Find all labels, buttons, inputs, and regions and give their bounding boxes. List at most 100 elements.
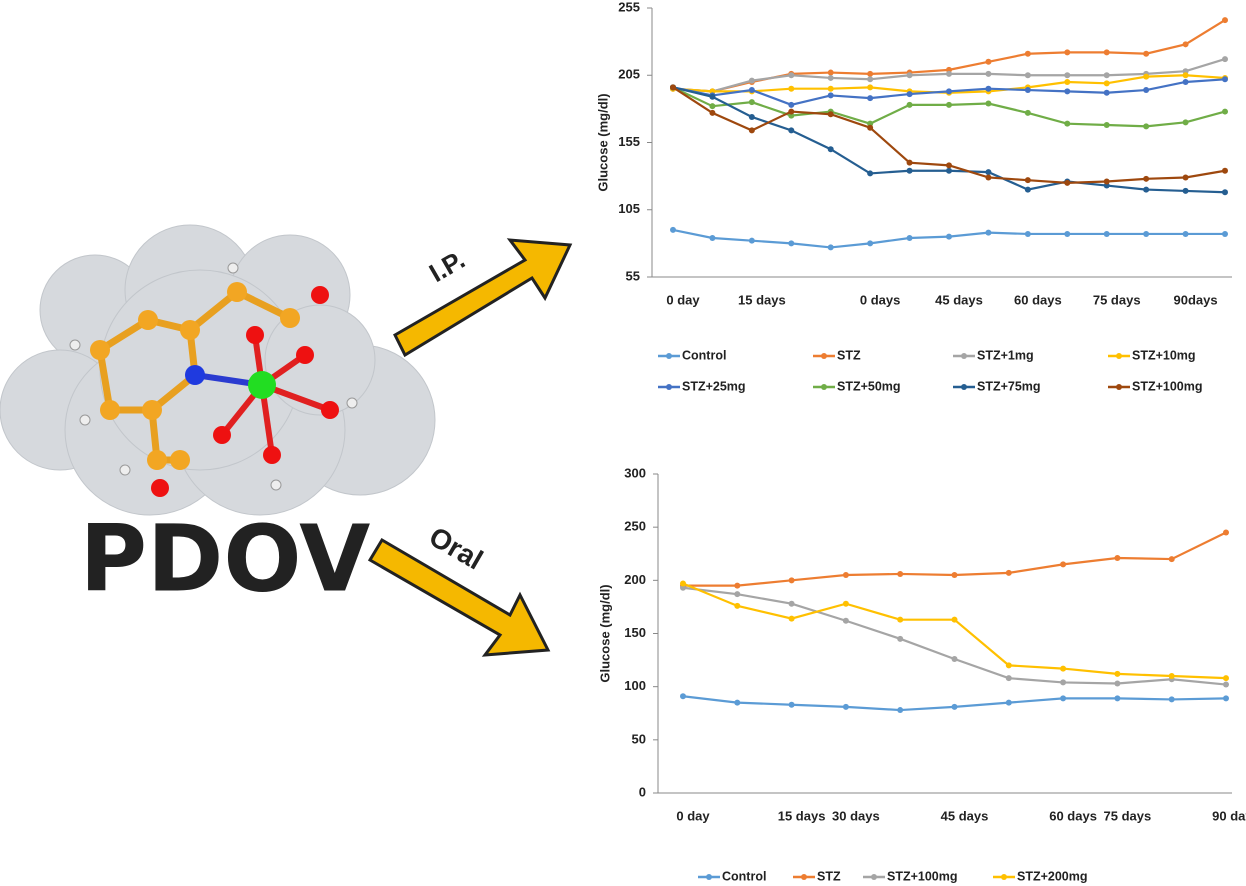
y-tick-label: 155 [618, 134, 640, 149]
data-point [1114, 670, 1121, 677]
data-point [788, 101, 795, 108]
legend-label: STZ [817, 869, 841, 883]
data-point [1143, 87, 1150, 94]
data-point [1103, 178, 1110, 185]
legend-label: STZ+75mg [977, 379, 1041, 393]
x-tick-label: 15 days [738, 292, 786, 307]
data-point [748, 127, 755, 134]
data-point [946, 88, 952, 95]
data-point [827, 85, 834, 92]
legend-label: STZ+200mg [1017, 869, 1088, 883]
legend-marker [706, 874, 712, 880]
data-point [946, 167, 952, 174]
legend-label: STZ+1mg [977, 348, 1034, 362]
data-point [788, 701, 795, 708]
data-point [748, 87, 755, 94]
data-point [1182, 187, 1189, 194]
data-point [1064, 78, 1071, 85]
legend-marker [821, 384, 827, 390]
data-point [1182, 41, 1189, 48]
data-point [1182, 72, 1189, 79]
data-point [1114, 680, 1121, 687]
data-point [1143, 230, 1150, 237]
data-point [680, 580, 686, 587]
data-point [1024, 177, 1031, 184]
legend-label: STZ+100mg [887, 869, 958, 883]
legend-label: STZ+25mg [682, 379, 746, 393]
data-point [1114, 555, 1121, 562]
data-point [946, 162, 952, 169]
legend-label: STZ+100mg [1132, 379, 1203, 393]
data-point [1168, 696, 1175, 703]
data-point [1064, 88, 1071, 95]
data-point [906, 91, 913, 98]
legend-label: Control [722, 869, 766, 883]
data-point [1143, 73, 1150, 80]
data-point [788, 108, 795, 115]
data-point [734, 602, 741, 609]
legend-marker [961, 353, 967, 359]
data-point [951, 703, 958, 710]
x-tick-label: 15 days [778, 808, 826, 823]
x-tick-label: 90 days [1212, 808, 1246, 823]
data-point [827, 146, 834, 153]
data-point [867, 124, 874, 131]
data-point [985, 70, 992, 77]
data-point [709, 103, 716, 110]
data-point [1143, 175, 1150, 182]
legend-marker [666, 384, 672, 390]
data-point [788, 600, 795, 607]
data-point [867, 95, 874, 102]
data-point [1103, 80, 1110, 87]
data-point [788, 72, 795, 79]
y-tick-label: 100 [624, 678, 646, 693]
data-point [1143, 186, 1150, 193]
data-point [1223, 529, 1229, 536]
data-point [946, 70, 952, 77]
data-point [1005, 699, 1012, 706]
data-point [1005, 675, 1012, 682]
data-point [985, 100, 992, 107]
data-point [842, 600, 849, 607]
data-point [1222, 76, 1228, 83]
data-point [1064, 49, 1071, 56]
data-point [1064, 72, 1071, 79]
data-point [951, 572, 958, 579]
data-point [734, 699, 741, 706]
data-point [709, 93, 716, 100]
data-point [906, 101, 913, 108]
data-point [680, 693, 686, 700]
data-point [827, 69, 834, 76]
y-tick-label: 55 [626, 268, 640, 283]
route-label: I.P. [424, 244, 470, 288]
y-tick-label: 105 [618, 201, 640, 216]
legend-marker [1116, 353, 1122, 359]
data-point [788, 240, 795, 247]
data-point [709, 234, 716, 241]
y-tick-label: 0 [639, 784, 646, 799]
data-point [867, 70, 874, 77]
y-axis-label: Glucose (mg/dl) [595, 93, 610, 191]
data-point [680, 584, 686, 591]
x-tick-label: 90days [1174, 292, 1218, 307]
data-point [1223, 681, 1229, 688]
data-point [748, 77, 755, 84]
y-tick-label: 250 [624, 519, 646, 534]
data-point [1064, 179, 1071, 186]
data-point [827, 92, 834, 99]
data-point [1168, 556, 1175, 563]
arrow [367, 537, 551, 657]
data-point [985, 85, 992, 92]
compound-label: PDOV [80, 505, 371, 612]
x-tick-label: 30 days [832, 808, 880, 823]
legend-marker [801, 874, 807, 880]
data-point [842, 572, 849, 579]
data-point [906, 234, 913, 241]
data-point [1103, 89, 1110, 96]
data-point [897, 616, 904, 623]
data-point [734, 591, 741, 598]
y-tick-label: 205 [618, 67, 640, 82]
data-point [1222, 56, 1228, 63]
data-point [1143, 50, 1150, 57]
legend-label: STZ [837, 348, 861, 362]
